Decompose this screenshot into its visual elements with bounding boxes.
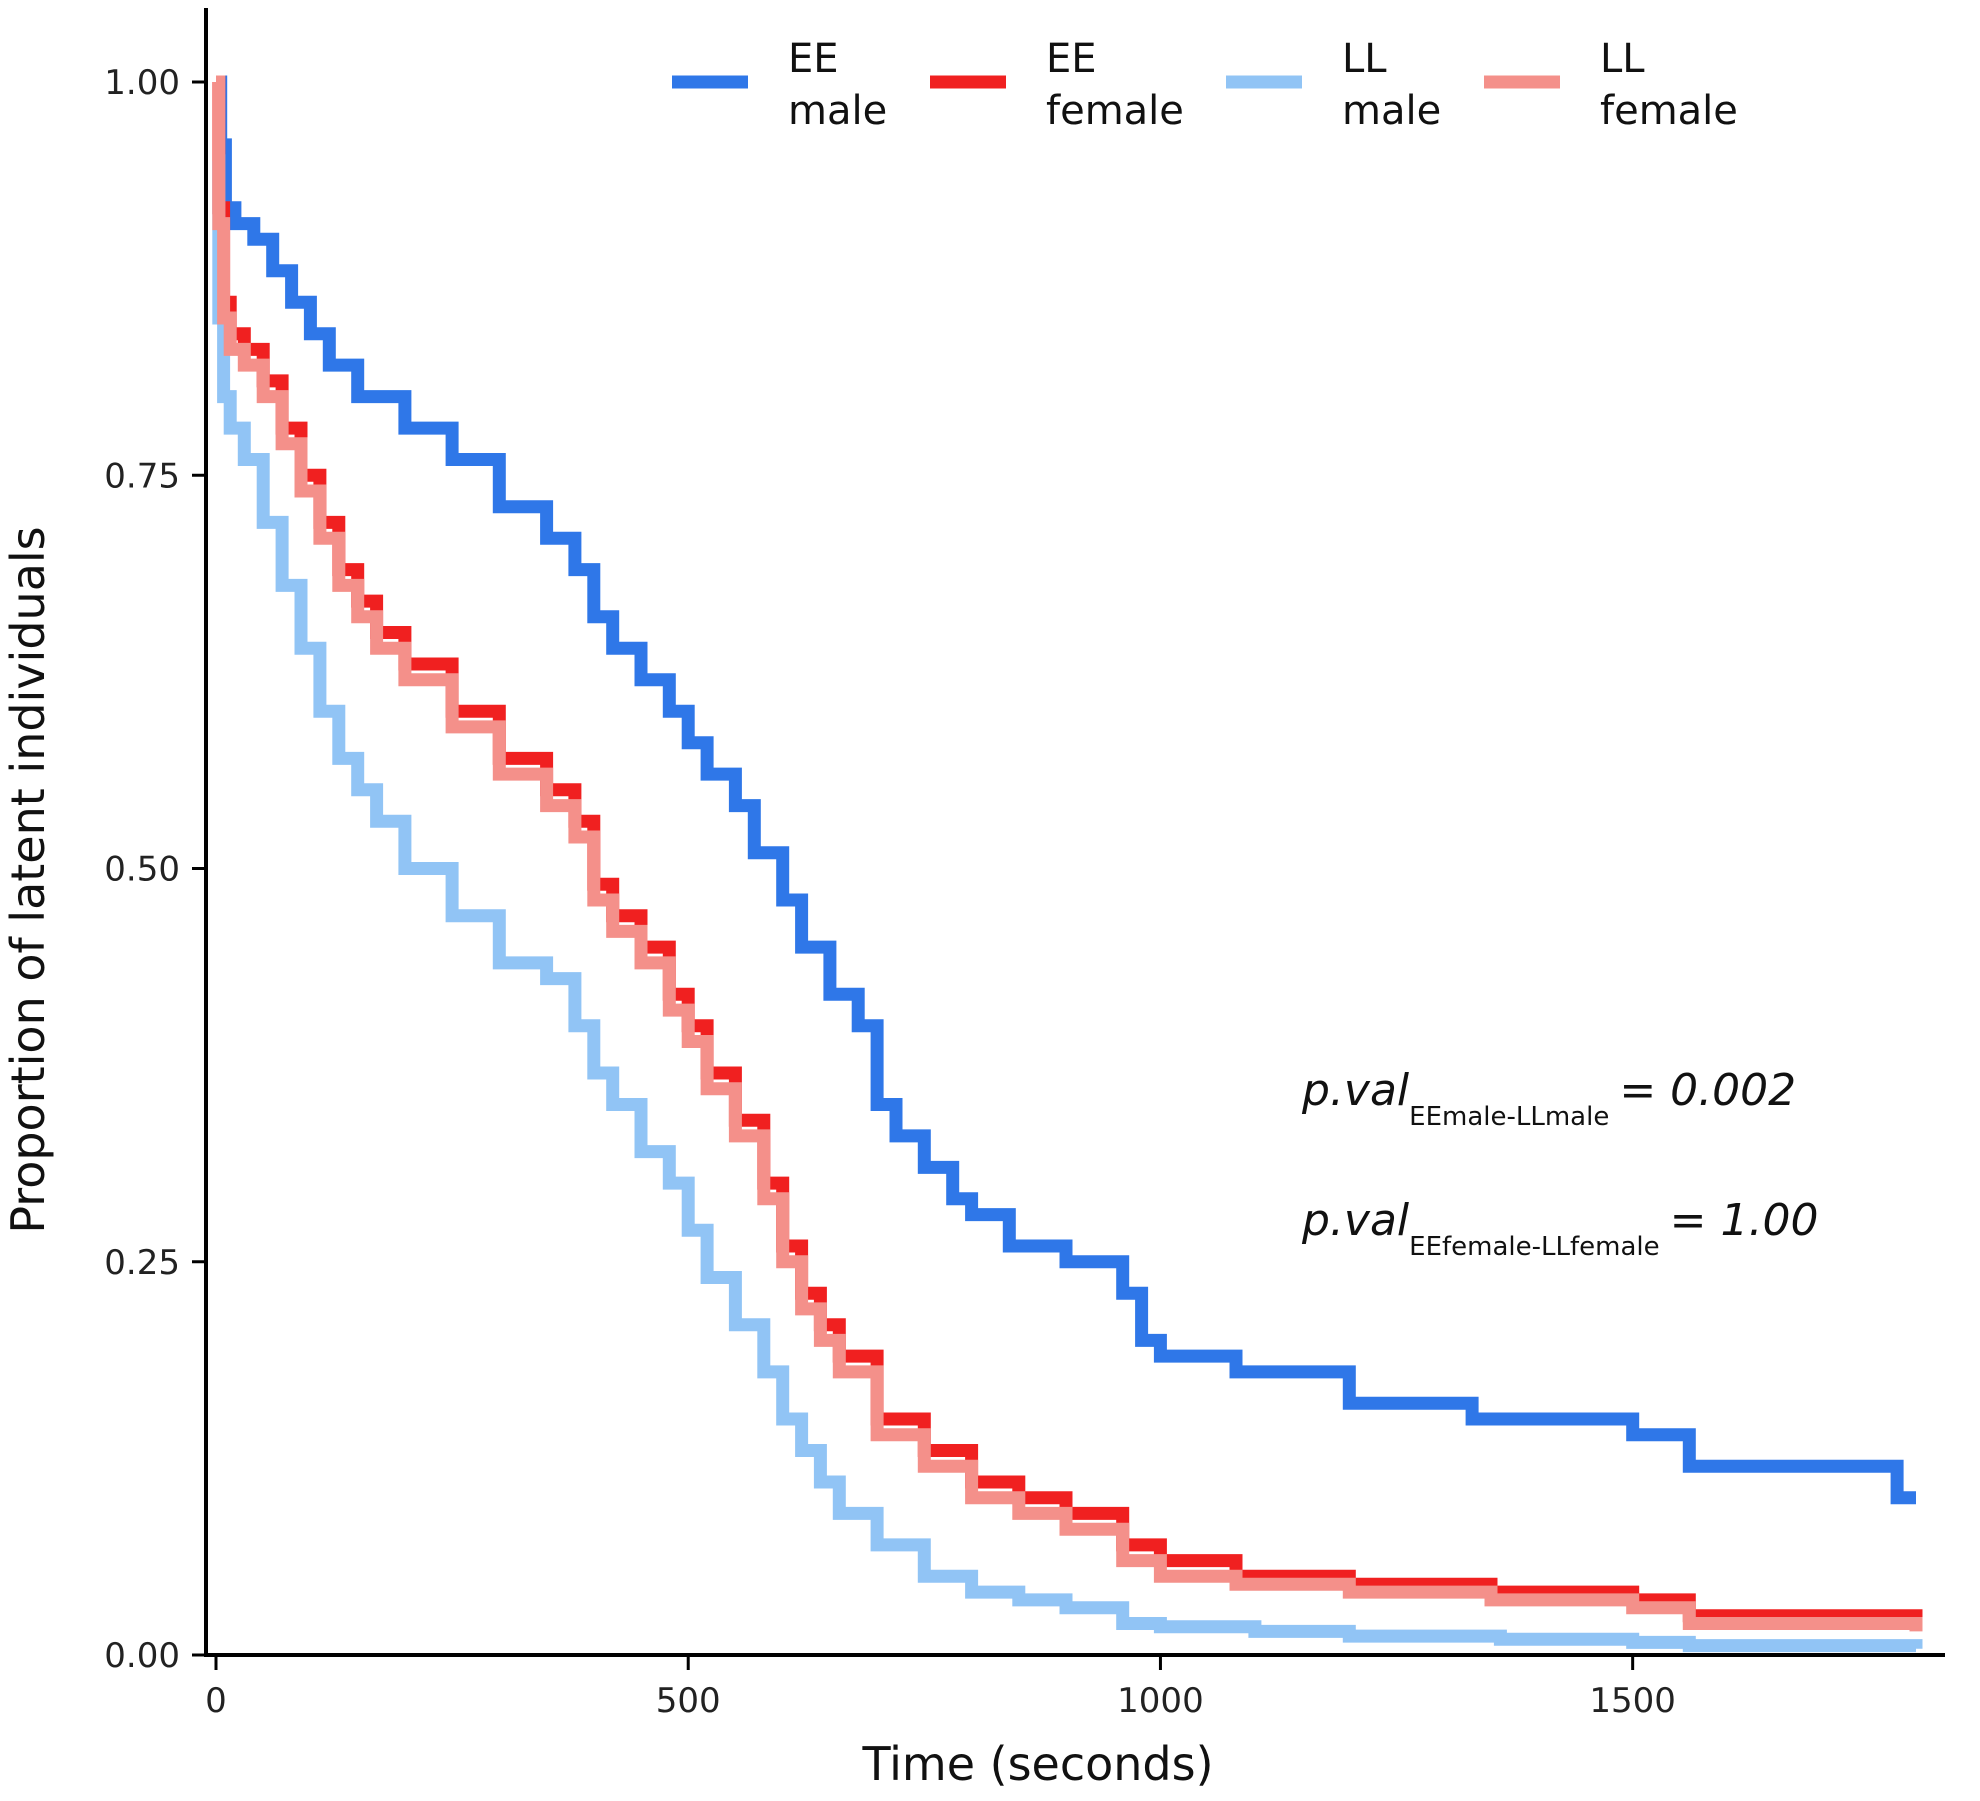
x-axis-title: Time (seconds) <box>861 1737 1213 1791</box>
p-value-label: p.val <box>1301 1065 1410 1116</box>
legend-label-line1: EE <box>1046 36 1097 82</box>
y-tick-label: 1.00 <box>104 63 180 103</box>
ticks-layer: 0.00 0.25 0.50 0.75 1.00 0 500 1000 1500 <box>104 63 1676 1721</box>
y-tick-label: 0.50 <box>104 850 180 890</box>
legend-label-line2: female <box>1600 88 1738 134</box>
y-tick-label: 0.00 <box>104 1636 180 1676</box>
series-line-ll-female <box>212 75 1923 1632</box>
legend-label-line2: female <box>1046 88 1184 134</box>
x-tick-label: 1000 <box>1117 1681 1204 1721</box>
x-tick-label: 500 <box>656 1681 721 1721</box>
legend-item-ee-female: EE female <box>930 36 1184 134</box>
p-value-text: p.valEEfemale-LLfemale = 1.00 <box>1301 1195 1818 1262</box>
p-value-subscript: EEmale-LLmale <box>1409 1102 1609 1132</box>
legend-item-ll-female: LL female <box>1484 36 1738 134</box>
legend-label-line1: LL <box>1342 36 1387 82</box>
x-tick-label: 1500 <box>1589 1681 1676 1721</box>
legend-label-line2: male <box>788 88 887 134</box>
p-value-annotation: p.valEEfemale-LLfemale = 1.00 <box>1301 1195 1818 1262</box>
p-value-subscript: EEfemale-LLfemale <box>1409 1232 1659 1262</box>
legend-item-ee-male: EE male <box>672 36 887 134</box>
legend-label-line1: EE <box>788 36 839 82</box>
legend-label-line1: LL <box>1600 36 1645 82</box>
series-line-ee-female <box>212 75 1923 1624</box>
p-value-label: p.val <box>1301 1195 1410 1246</box>
p-value-number: = 0.002 <box>1619 1065 1796 1116</box>
series-line-ll-male <box>212 154 1923 1653</box>
series-layer <box>212 75 1923 1653</box>
p-value-annotations: p.valEEmale-LLmale= 0.002p.valEEfemale-L… <box>1301 1065 1818 1262</box>
x-tick-label: 0 <box>205 1681 227 1721</box>
legend: EE male EE female LL male LL female <box>672 36 1738 134</box>
y-tick-label: 0.25 <box>104 1243 180 1283</box>
p-value-number: = 1.00 <box>1670 1195 1819 1246</box>
y-axis-title: Proportion of latent individuals <box>1 526 55 1233</box>
legend-item-ll-male: LL male <box>1226 36 1441 134</box>
p-value-annotation: p.valEEmale-LLmale = 0.002 <box>1301 1065 1796 1132</box>
y-tick-label: 0.75 <box>104 456 180 496</box>
p-value-text: p.valEEmale-LLmale = 0.002 <box>1301 1065 1796 1132</box>
series-line-ee-male <box>214 75 1916 1505</box>
legend-label-line2: male <box>1342 88 1441 134</box>
